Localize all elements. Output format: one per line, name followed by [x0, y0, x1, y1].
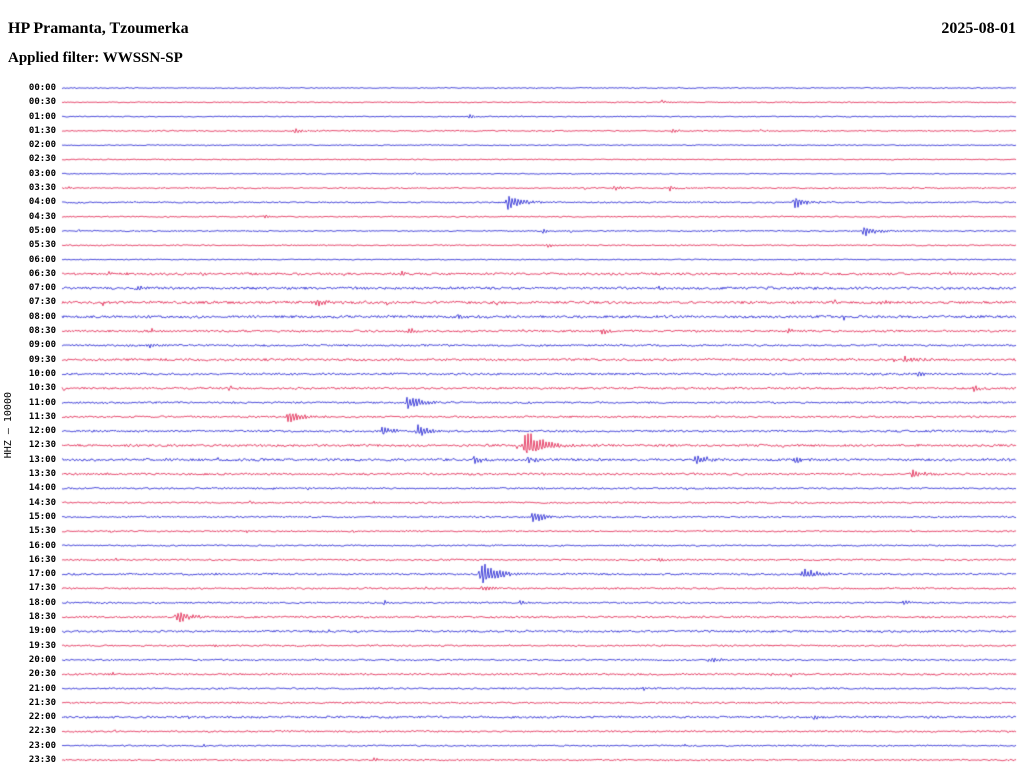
row-time-label: 05:00 — [28, 225, 56, 236]
row-time-label: 18:30 — [28, 612, 56, 623]
row-time-label: 19:30 — [28, 640, 56, 651]
row-time-label: 22:30 — [28, 726, 56, 737]
row-time-label: 10:30 — [28, 383, 56, 394]
row-time-label: 23:30 — [28, 755, 56, 765]
row-time-label: 22:00 — [28, 712, 56, 723]
row-time-label: 17:00 — [28, 569, 56, 580]
row-time-label: 04:30 — [28, 211, 56, 222]
row-time-label: 12:00 — [28, 426, 56, 437]
row-time-label: 03:00 — [28, 168, 56, 179]
row-time-label: 06:30 — [28, 268, 56, 279]
row-time-label: 11:00 — [28, 397, 56, 408]
row-time-label: 05:30 — [28, 240, 56, 251]
row-time-label: 14:00 — [28, 483, 56, 494]
row-time-label: 15:00 — [28, 511, 56, 522]
row-time-label: 21:30 — [28, 697, 56, 708]
row-time-label: 10:00 — [28, 368, 56, 379]
row-time-label: 00:00 — [28, 83, 56, 93]
row-time-label: 19:00 — [28, 626, 56, 637]
row-time-label: 08:00 — [28, 311, 56, 322]
row-time-label: 12:30 — [28, 440, 56, 451]
record-date: 2025-08-01 — [941, 20, 1016, 37]
row-time-label: 06:00 — [28, 254, 56, 265]
row-time-label: 00:30 — [28, 97, 56, 108]
row-time-label: 01:00 — [28, 111, 56, 122]
row-time-label: 11:30 — [28, 411, 56, 422]
row-time-label: 04:00 — [28, 197, 56, 208]
row-time-label: 23:00 — [28, 740, 56, 751]
row-time-label: 09:30 — [28, 354, 56, 365]
row-time-label: 13:00 — [28, 454, 56, 465]
row-time-label: 20:00 — [28, 654, 56, 665]
row-time-label: 13:30 — [28, 469, 56, 480]
row-time-label: 20:30 — [28, 669, 56, 680]
row-time-label: 03:30 — [28, 183, 56, 194]
row-time-label: 07:30 — [28, 297, 56, 308]
row-time-label: 16:30 — [28, 554, 56, 565]
row-time-label: 18:00 — [28, 597, 56, 608]
row-time-label: 16:00 — [28, 540, 56, 551]
row-time-label: 09:00 — [28, 340, 56, 351]
row-time-label: 02:30 — [28, 154, 56, 165]
row-time-label: 08:30 — [28, 326, 56, 337]
row-time-label: 07:00 — [28, 283, 56, 294]
filter-label: Applied filter: WWSSN-SP — [8, 50, 183, 66]
row-time-label: 21:00 — [28, 683, 56, 694]
row-time-label: 17:30 — [28, 583, 56, 594]
time-axis: 00:00 00:30 01:00 01:30 02:00 02:30 03:00 03:30… — [0, 0, 58, 780]
row-time-label: 14:30 — [28, 497, 56, 508]
row-time-label: 15:30 — [28, 526, 56, 537]
row-time-label: 01:30 — [28, 125, 56, 136]
station-title: HP Pramanta, Tzoumerka — [8, 20, 189, 37]
row-time-label: 02:00 — [28, 140, 56, 151]
